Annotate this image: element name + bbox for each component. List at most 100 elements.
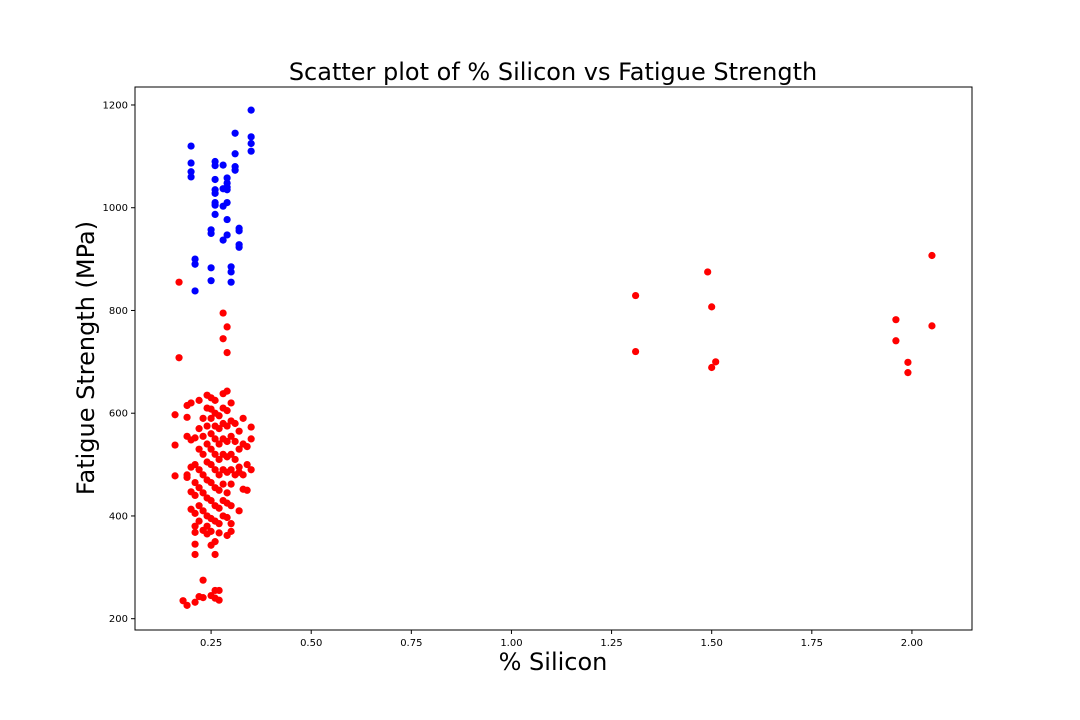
data-point (199, 432, 207, 440)
data-point (904, 358, 912, 366)
data-point (211, 538, 219, 546)
data-point (211, 435, 219, 443)
data-point (187, 173, 195, 181)
data-point (223, 387, 231, 395)
data-point (247, 133, 255, 141)
data-point (191, 540, 199, 548)
data-point (195, 517, 203, 525)
data-point (171, 472, 179, 480)
y-tick-label: 1000 (103, 203, 128, 214)
data-point (247, 466, 255, 474)
data-point (223, 215, 231, 224)
data-point (223, 407, 231, 415)
data-point (187, 142, 195, 150)
data-point (227, 278, 235, 286)
data-point (207, 229, 215, 238)
data-point (171, 441, 179, 449)
data-point (223, 198, 231, 207)
data-point (191, 491, 199, 500)
data-point (175, 354, 183, 362)
data-point (235, 445, 243, 453)
data-point (211, 162, 219, 170)
data-point (704, 268, 712, 276)
data-point (211, 550, 219, 559)
y-tick-label: 200 (109, 614, 128, 625)
data-point (191, 528, 199, 536)
data-point (231, 166, 239, 174)
data-point (207, 264, 215, 272)
data-point (199, 471, 207, 479)
data-point (215, 455, 223, 464)
plot-area-frame (134, 86, 973, 631)
data-point (223, 489, 231, 497)
data-point (191, 434, 199, 442)
x-tick-label: 0.25 (200, 638, 222, 649)
y-tick-label: 1200 (103, 100, 128, 111)
data-point (223, 422, 231, 430)
data-point (191, 460, 199, 469)
data-point (227, 268, 235, 276)
data-point (211, 201, 219, 209)
data-point (247, 423, 255, 431)
data-point (203, 440, 211, 448)
chart-title: Scatter plot of % Silicon vs Fatigue Str… (289, 58, 817, 86)
data-point (191, 598, 199, 606)
data-point (227, 480, 235, 488)
data-point (207, 460, 215, 469)
data-point (207, 478, 215, 487)
data-point (247, 147, 255, 155)
data-point (183, 473, 191, 482)
data-point (215, 504, 223, 512)
data-point (195, 466, 203, 474)
data-point (215, 440, 223, 448)
data-point (235, 507, 243, 515)
x-tick-label: 1.50 (701, 638, 723, 649)
data-point (195, 396, 203, 404)
data-point (708, 363, 716, 372)
data-point (207, 414, 215, 422)
data-point (211, 396, 219, 404)
data-point (928, 251, 936, 260)
data-point (219, 480, 227, 488)
data-point (199, 414, 207, 422)
data-point (199, 594, 207, 602)
data-point (215, 471, 223, 479)
data-point (195, 484, 203, 492)
data-point (211, 189, 219, 197)
data-point (223, 323, 231, 331)
data-point (219, 309, 227, 317)
data-point (247, 435, 255, 443)
data-point (215, 596, 223, 604)
data-point (203, 422, 211, 430)
data-point (215, 586, 223, 595)
data-point (175, 278, 183, 286)
x-tick-label: 1.00 (500, 638, 522, 649)
data-point (183, 601, 191, 609)
data-point (239, 414, 247, 422)
data-point (243, 460, 251, 469)
x-tick-label: 1.75 (801, 638, 823, 649)
x-tick-label: 0.50 (300, 638, 322, 649)
y-tick-label: 600 (109, 409, 128, 420)
y-axis-ticks: 200 400 600 800 1000 1200 (103, 100, 135, 625)
data-point (199, 450, 207, 458)
data-point (235, 463, 243, 471)
data-point (187, 159, 195, 167)
data-point (227, 399, 235, 407)
data-point (223, 437, 231, 446)
data-point (904, 369, 912, 377)
data-point (215, 486, 223, 494)
data-point (231, 129, 239, 137)
data-point (191, 522, 199, 530)
data-point (215, 412, 223, 420)
data-point (227, 502, 235, 510)
data-point (235, 427, 243, 435)
data-point (223, 174, 231, 182)
data-point (207, 527, 215, 535)
data-point (215, 529, 223, 537)
data-point (199, 489, 207, 497)
data-point (191, 255, 199, 263)
data-point (239, 471, 247, 479)
